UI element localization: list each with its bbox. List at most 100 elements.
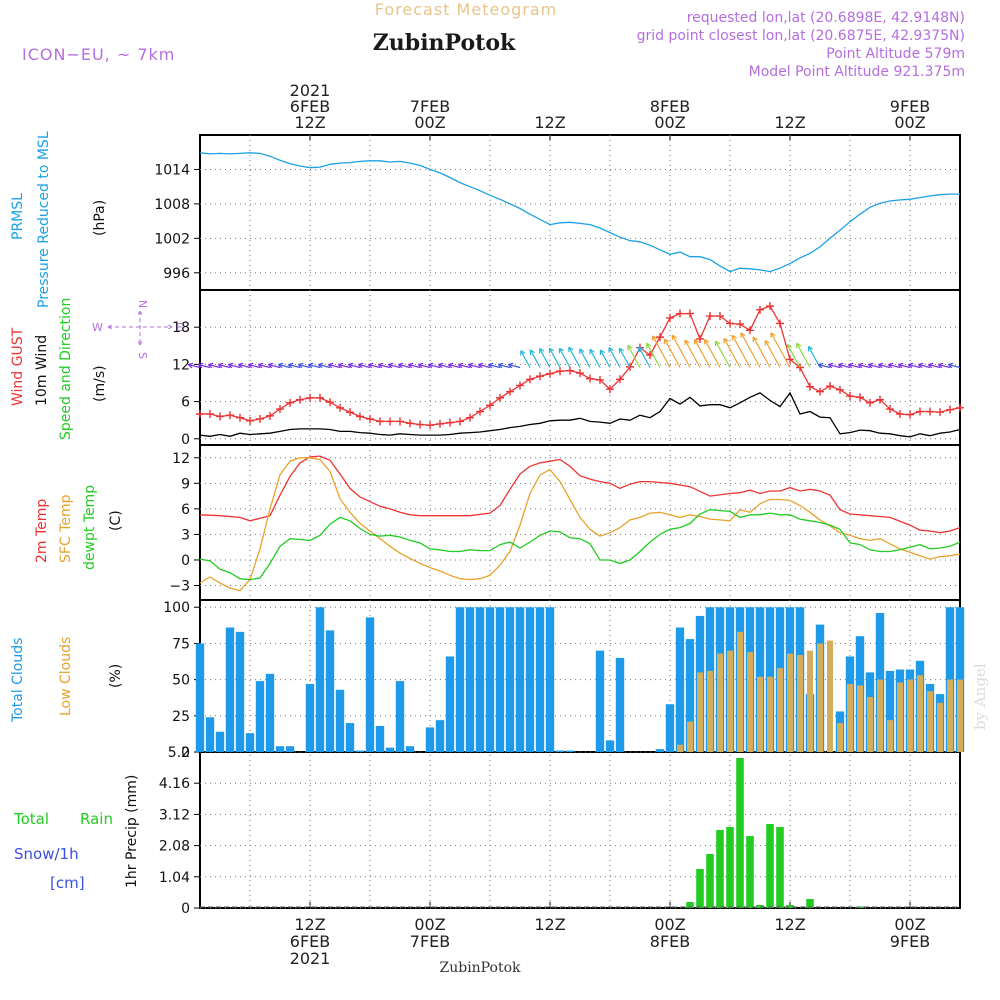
wind-arrow-head — [827, 362, 834, 369]
bottom-time-label: 12Z — [774, 915, 805, 934]
wind-arrow-head — [867, 362, 874, 369]
gust-point — [856, 393, 864, 402]
precip-frame — [199, 751, 961, 909]
low-cloud-bar — [687, 721, 693, 752]
wind-speed-dir-label: Speed and Direction — [58, 298, 74, 440]
total-cloud-bar — [475, 607, 485, 752]
total-cloud-bar — [335, 689, 345, 752]
total-cloud-bar — [495, 607, 505, 752]
wind-arrow-head — [937, 362, 944, 369]
total-cloud-bar — [565, 750, 575, 752]
wind-direction-arrow — [318, 363, 331, 369]
wind-10m-label: 10m Wind — [34, 335, 50, 406]
wind-direction-arrow — [308, 363, 321, 369]
wind-arrow-head — [217, 362, 224, 369]
low-cloud-bar — [797, 655, 803, 752]
temperature-panel — [199, 455, 961, 592]
wind-direction-arrow — [488, 363, 501, 369]
wind-direction-arrow — [448, 363, 461, 369]
wind-arrow-head — [796, 342, 802, 349]
wind-direction-arrow — [638, 346, 651, 368]
low-cloud-bar — [917, 675, 923, 752]
wind-direction-arrow — [298, 363, 311, 369]
wind-direction-arrow — [278, 363, 291, 369]
gust-point — [666, 313, 674, 322]
gust-point — [436, 419, 444, 428]
model-label: ICON−EU, ~ 7km — [22, 45, 175, 64]
temp-ytick-label: 6 — [181, 502, 190, 518]
gust-point — [576, 369, 584, 378]
gust-point — [686, 309, 694, 318]
precip-ytick-label: 4.16 — [159, 776, 190, 792]
wind-arrow-head — [646, 342, 652, 349]
total-cloud-bar — [435, 720, 445, 752]
low-cloud-bar — [747, 652, 753, 752]
low-cloud-bar — [737, 631, 743, 752]
wind-direction-arrow — [618, 347, 631, 368]
gust-point — [386, 417, 394, 426]
wind-arrow-head — [704, 338, 710, 345]
wind-direction-arrow — [378, 363, 391, 369]
wind-direction-arrow — [188, 363, 201, 369]
wind-arrow-head — [579, 348, 585, 354]
clouds-panel — [195, 607, 965, 752]
wind-direction-arrow — [218, 363, 231, 369]
wind-arrow-head — [917, 362, 924, 369]
gust-point — [406, 419, 414, 428]
wind-arrow-head — [877, 362, 884, 369]
bottom-time-label: 7FEB — [410, 932, 450, 951]
bottom-time-label: 00Z — [414, 915, 445, 934]
gust-point — [746, 326, 754, 335]
wind-arrow-head — [684, 339, 690, 346]
gust-point — [326, 398, 334, 407]
wind-direction-arrow — [770, 332, 791, 368]
wind-arrow-head — [857, 362, 864, 369]
total-cloud-bar — [285, 746, 295, 752]
wind-arrow-head — [652, 335, 658, 341]
total-cloud-bar — [305, 683, 315, 752]
top-time-label: 8FEB — [650, 97, 690, 116]
compass-n: N — [136, 300, 149, 308]
footer-location: ZubinPotok — [439, 960, 521, 976]
gust-point — [526, 375, 534, 384]
wind-arrow-head — [227, 362, 234, 369]
low-cloud-bar — [887, 720, 893, 752]
gust-point — [596, 375, 604, 384]
temp2m-label: 2m Temp — [34, 499, 50, 563]
gust-point — [356, 412, 364, 421]
wind-direction-arrow — [498, 363, 511, 369]
wind-arrow-head — [897, 362, 904, 369]
wind-arrow-head — [197, 362, 204, 369]
total-clouds-label: Total Clouds — [10, 638, 26, 723]
wind-direction-arrow — [918, 363, 931, 369]
wind-arrow-head — [187, 362, 194, 369]
gust-point — [706, 312, 714, 321]
rain-bar — [786, 905, 794, 908]
wind-arrow-head — [817, 362, 824, 369]
celsius-unit-label: (C) — [108, 510, 124, 531]
gust-point — [906, 410, 914, 419]
low-cloud-bar — [927, 691, 933, 752]
wind-ytick-label: 0 — [181, 432, 190, 448]
wind-arrow-head — [487, 362, 494, 369]
wind-direction-arrow — [848, 363, 861, 369]
total-cloud-bar — [515, 607, 525, 752]
low-cloud-bar — [907, 679, 913, 752]
total-cloud-bar — [395, 681, 405, 752]
wind-direction-arrow — [478, 363, 491, 369]
wind-direction-arrow — [740, 332, 761, 368]
wind-direction-arrow — [888, 363, 901, 369]
clouds-ytick-label: 100 — [163, 600, 190, 616]
gust-point — [676, 309, 684, 318]
requested-coords: requested lon,lat (20.6898E, 42.9148N) — [687, 10, 965, 26]
wind-direction-arrow — [723, 338, 741, 368]
wind-direction-arrow — [868, 363, 881, 369]
low-cloud-bar — [787, 653, 793, 752]
wind-direction-arrow — [608, 347, 621, 368]
wind-direction-arrow — [539, 348, 551, 368]
total-precip-label: Total — [13, 810, 49, 828]
gust-point — [286, 398, 294, 407]
gust-point — [866, 398, 874, 407]
wind-gust-label: Wind GUST — [10, 327, 26, 406]
pressure-ytick-label: 1008 — [154, 197, 190, 213]
